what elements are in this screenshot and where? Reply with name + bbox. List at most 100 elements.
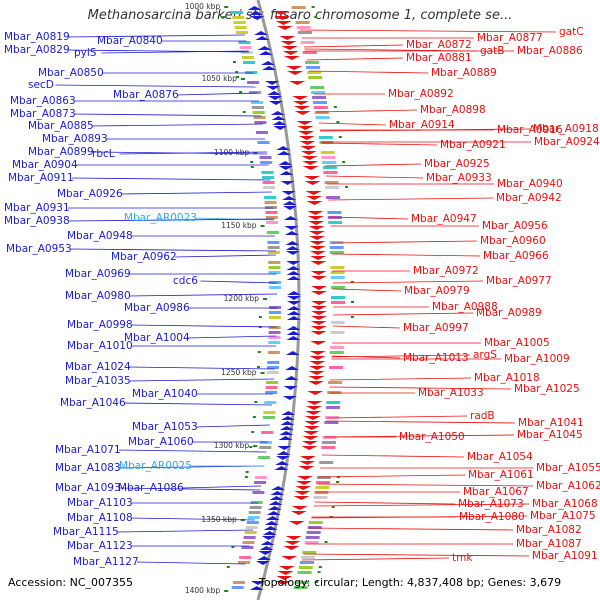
gene-label-args[interactable]: argS <box>473 349 497 361</box>
gene-label-mbar-a0916[interactable]: Mbar_A0916 <box>497 124 563 136</box>
gene-label-mbar-a1068[interactable]: Mbar_A1068 <box>532 498 598 510</box>
gene-label-mbar-a0881[interactable]: Mbar_A0881 <box>406 52 472 64</box>
gene-label-mbar-a1004[interactable]: Mbar_A1004 <box>124 332 190 344</box>
gene-label-tmk[interactable]: tmk <box>452 552 473 564</box>
gene-label-radb[interactable]: radB <box>470 410 495 422</box>
gene-label-mbar-a1005[interactable]: Mbar_A1005 <box>484 337 550 349</box>
gene-label-mbar-a1025[interactable]: Mbar_A1025 <box>514 383 580 395</box>
gene-label-mbar-a1103[interactable]: Mbar_A1103 <box>67 497 133 509</box>
gene-label-mbar-a0840[interactable]: Mbar_A0840 <box>97 35 163 47</box>
gene-label-mbar-a0819[interactable]: Mbar_A0819 <box>4 31 70 43</box>
gene-label-mbar-a1053[interactable]: Mbar_A1053 <box>132 421 198 433</box>
gene-label-mbar-a0942[interactable]: Mbar_A0942 <box>496 192 562 204</box>
gene-label-mbar-a0829[interactable]: Mbar_A0829 <box>4 44 70 56</box>
gene-label-mbar-a0972[interactable]: Mbar_A0972 <box>413 265 479 277</box>
gene-label-mbar-a0921[interactable]: Mbar_A0921 <box>440 139 506 151</box>
gene-label-mbar-a0893[interactable]: Mbar_A0893 <box>42 133 108 145</box>
gene-label-mbar-a1080[interactable]: Mbar_A1080 <box>459 511 525 523</box>
gene-label-mbar-a0960[interactable]: Mbar_A0960 <box>480 235 546 247</box>
gene-label-mbar-a1009[interactable]: Mbar_A1009 <box>504 353 570 365</box>
gene-label-mbar-a1086[interactable]: Mbar_A1086 <box>118 482 184 494</box>
cog-block <box>311 91 326 94</box>
gene-label-rbcl[interactable]: rbcL <box>92 148 115 160</box>
gene-label-mbar-a0953[interactable]: Mbar_A0953 <box>6 243 72 255</box>
gene-label-mbar-a1082[interactable]: Mbar_A1082 <box>516 524 582 536</box>
gene-label-mbar-a1040[interactable]: Mbar_A1040 <box>132 388 198 400</box>
leader-line-mbar-a0979 <box>332 288 402 292</box>
gene-label-mbar-a0947[interactable]: Mbar_A0947 <box>411 213 477 225</box>
gene-label-mbar-a0873[interactable]: Mbar_A0873 <box>10 108 76 120</box>
gene-arrow-reverse <box>302 436 319 440</box>
gene-label-mbar-a0962[interactable]: Mbar_A0962 <box>111 251 177 263</box>
gene-label-gatb[interactable]: gatB <box>480 45 504 57</box>
gene-label-mbar-a0977[interactable]: Mbar_A0977 <box>486 275 552 287</box>
gene-label-mbar-a0924[interactable]: Mbar_A0924 <box>534 136 600 148</box>
gene-label-mbar-a1013[interactable]: Mbar_A1013 <box>403 352 469 364</box>
gene-label-mbar-a0966[interactable]: Mbar_A0966 <box>483 250 549 262</box>
gene-label-mbar-a1091[interactable]: Mbar_A1091 <box>532 550 598 562</box>
gene-label-mbar-a0986[interactable]: Mbar_A0986 <box>124 302 190 314</box>
gene-label-mbar-a1075[interactable]: Mbar_A1075 <box>530 510 596 522</box>
gene-label-mbar-a1024[interactable]: Mbar_A1024 <box>65 361 131 373</box>
gene-label-mbar-a0889[interactable]: Mbar_A0889 <box>431 67 497 79</box>
gene-label-mbar-a1035[interactable]: Mbar_A1035 <box>65 375 131 387</box>
gene-label-mbar-a0850[interactable]: Mbar_A0850 <box>38 67 104 79</box>
gene-label-mbar-a1062[interactable]: Mbar_A1062 <box>536 480 600 492</box>
gene-label-mbar-a1073[interactable]: Mbar_A1073 <box>458 498 524 510</box>
gene-label-mbar-a0931[interactable]: Mbar_A0931 <box>4 202 70 214</box>
gene-label-mbar-a0980[interactable]: Mbar_A0980 <box>65 290 131 302</box>
gene-label-mbar-a1060[interactable]: Mbar_A1060 <box>128 436 194 448</box>
gene-label-mbar-a0979[interactable]: Mbar_A0979 <box>404 285 470 297</box>
gene-label-mbar-a0892[interactable]: Mbar_A0892 <box>388 88 454 100</box>
gene-label-mbar-a0899[interactable]: Mbar_A0899 <box>28 146 94 158</box>
gene-label-mbar-a1046[interactable]: Mbar_A1046 <box>60 397 126 409</box>
gene-label-pyls[interactable]: pylS <box>74 47 97 59</box>
gene-label-mbar-ar0023[interactable]: Mbar_AR0023 <box>124 212 197 224</box>
gene-label-mbar-a0988[interactable]: Mbar_A0988 <box>432 301 498 313</box>
gene-label-mbar-a0989[interactable]: Mbar_A0989 <box>476 307 542 319</box>
gene-label-mbar-a1108[interactable]: Mbar_A1108 <box>67 512 133 524</box>
gene-label-mbar-a1115[interactable]: Mbar_A1115 <box>53 526 119 538</box>
gene-label-mbar-a1055[interactable]: Mbar_A1055 <box>536 462 600 474</box>
gene-label-mbar-a1127[interactable]: Mbar_A1127 <box>73 556 139 568</box>
gene-label-mbar-a0872[interactable]: Mbar_A0872 <box>406 39 472 51</box>
gene-label-mbar-a1123[interactable]: Mbar_A1123 <box>67 540 133 552</box>
gene-label-mbar-a1050[interactable]: Mbar_A1050 <box>399 431 465 443</box>
gene-label-mbar-a1087[interactable]: Mbar_A1087 <box>516 538 582 550</box>
gene-label-mbar-a1071[interactable]: Mbar_A1071 <box>55 444 121 456</box>
gene-label-mbar-a1093[interactable]: Mbar_A1093 <box>55 482 121 494</box>
gene-label-mbar-a0877[interactable]: Mbar_A0877 <box>477 32 543 44</box>
gene-label-mbar-a0926[interactable]: Mbar_A0926 <box>57 188 123 200</box>
gene-label-mbar-a1041[interactable]: Mbar_A1041 <box>518 417 584 429</box>
gene-label-mbar-a0904[interactable]: Mbar_A0904 <box>12 159 78 171</box>
gene-label-mbar-a1067[interactable]: Mbar_A1067 <box>463 486 529 498</box>
gene-label-mbar-a1033[interactable]: Mbar_A1033 <box>418 387 484 399</box>
gene-label-mbar-a1054[interactable]: Mbar_A1054 <box>467 451 533 463</box>
gene-label-mbar-a1010[interactable]: Mbar_A1010 <box>67 340 133 352</box>
gene-label-secd[interactable]: secD <box>28 79 54 91</box>
gene-label-mbar-a0948[interactable]: Mbar_A0948 <box>67 230 133 242</box>
gene-label-gatc[interactable]: gatC <box>559 26 584 38</box>
gene-label-mbar-a0998[interactable]: Mbar_A0998 <box>67 319 133 331</box>
gene-label-mbar-a0885[interactable]: Mbar_A0885 <box>28 120 94 132</box>
gene-label-mbar-a0863[interactable]: Mbar_A0863 <box>10 95 76 107</box>
gene-label-mbar-a0940[interactable]: Mbar_A0940 <box>497 178 563 190</box>
gene-label-mbar-a0914[interactable]: Mbar_A0914 <box>389 119 455 131</box>
gene-label-mbar-a0911[interactable]: Mbar_A0911 <box>8 172 74 184</box>
gene-label-mbar-a0969[interactable]: Mbar_A0969 <box>65 268 131 280</box>
gene-label-mbar-a0925[interactable]: Mbar_A0925 <box>424 158 490 170</box>
gene-label-mbar-ar0025[interactable]: Mbar_AR0025 <box>119 460 192 472</box>
gene-label-mbar-a0956[interactable]: Mbar_A0956 <box>482 220 548 232</box>
gene-label-mbar-a0997[interactable]: Mbar_A0997 <box>403 322 469 334</box>
gene-label-mbar-a1083[interactable]: Mbar_A1083 <box>55 462 121 474</box>
gene-label-mbar-a0918[interactable]: Mbar_A0918 <box>533 123 599 135</box>
gene-label-mbar-a0886[interactable]: Mbar_A0886 <box>517 45 583 57</box>
gene-label-mbar-a1018[interactable]: Mbar_A1018 <box>474 372 540 384</box>
gene-label-mbar-a1045[interactable]: Mbar_A1045 <box>517 429 583 441</box>
gene-label-mbar-a1061[interactable]: Mbar_A1061 <box>468 469 534 481</box>
gene-label-cdc6[interactable]: cdc6 <box>173 275 198 287</box>
gene-label-mbar-a0876[interactable]: Mbar_A0876 <box>113 89 179 101</box>
gene-label-mbar-a0938[interactable]: Mbar_A0938 <box>4 215 70 227</box>
gene-label-mbar-a0898[interactable]: Mbar_A0898 <box>420 104 486 116</box>
gene-label-mbar-a0933[interactable]: Mbar_A0933 <box>426 172 492 184</box>
